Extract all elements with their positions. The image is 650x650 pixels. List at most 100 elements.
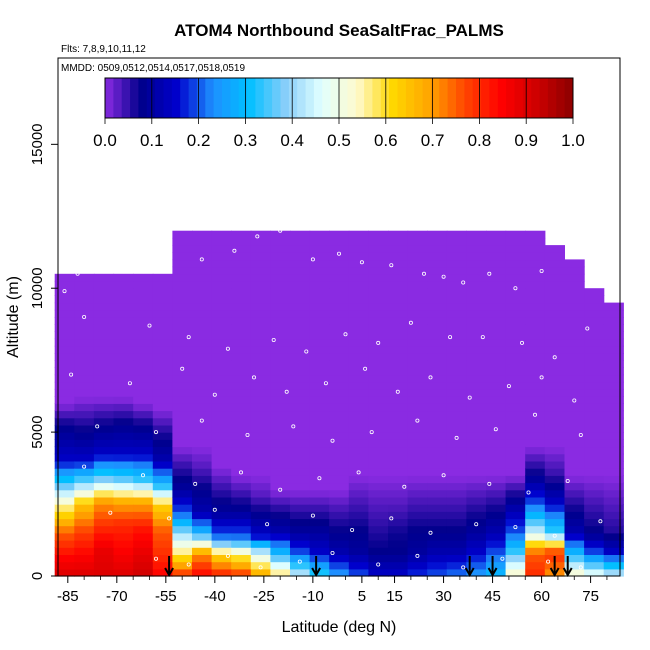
sample-point bbox=[572, 398, 577, 403]
heat-cell bbox=[584, 532, 605, 541]
heat-cell bbox=[564, 554, 585, 563]
heat-cell bbox=[388, 345, 409, 354]
heat-cell bbox=[544, 432, 565, 440]
heat-cell bbox=[544, 374, 565, 383]
heat-cell bbox=[544, 496, 565, 505]
heat-cell bbox=[603, 446, 624, 455]
heat-cell bbox=[544, 295, 565, 304]
heat-cell bbox=[486, 331, 507, 340]
heat-cell bbox=[54, 410, 75, 419]
heat-cell bbox=[407, 482, 428, 491]
sample-point bbox=[212, 507, 217, 512]
colorbar: 0.0 0.1 0.2 0.3 0.4 0.5 0.6 0.7 0.8 0.9 1.0 bbox=[93, 77, 585, 150]
heat-cell bbox=[133, 475, 154, 484]
heat-cell bbox=[290, 295, 311, 304]
sample-point bbox=[199, 257, 204, 262]
heat-cell bbox=[93, 295, 115, 304]
heat-cell bbox=[231, 417, 252, 426]
heat-cell bbox=[250, 460, 271, 469]
heat-cell bbox=[54, 468, 75, 476]
heat-cell bbox=[525, 568, 546, 577]
heat-cell bbox=[584, 482, 605, 491]
heat-cell bbox=[192, 489, 213, 498]
heat-cell bbox=[309, 525, 330, 534]
heat-cell bbox=[525, 468, 546, 476]
heat-cell bbox=[407, 532, 428, 541]
heat-cell bbox=[152, 388, 173, 397]
heat-cell bbox=[74, 511, 95, 520]
heat-cell bbox=[152, 345, 173, 354]
heat-cell bbox=[584, 345, 605, 354]
heat-cell bbox=[486, 317, 507, 325]
heat-cell bbox=[525, 403, 546, 412]
heat-cell bbox=[584, 504, 605, 512]
heat-cell bbox=[427, 374, 448, 383]
y-axis-label: Altitude (m) bbox=[5, 276, 22, 358]
heat-cell bbox=[250, 317, 271, 325]
heat-cell bbox=[113, 345, 134, 354]
heat-cell bbox=[544, 468, 565, 476]
heat-cell bbox=[172, 554, 193, 563]
heat-cell bbox=[93, 388, 115, 397]
heat-cell bbox=[309, 568, 330, 577]
heat-cell bbox=[290, 460, 311, 469]
heat-cell bbox=[133, 281, 154, 289]
heat-cell bbox=[133, 324, 154, 332]
heat-cell bbox=[407, 367, 428, 376]
heat-cell bbox=[446, 453, 467, 462]
sample-point bbox=[578, 432, 583, 437]
sample-point bbox=[513, 286, 518, 291]
heat-cell bbox=[427, 532, 448, 541]
heat-cell bbox=[348, 324, 369, 332]
heat-cell bbox=[192, 453, 213, 462]
heat-cell bbox=[133, 367, 154, 376]
heat-cell bbox=[446, 360, 467, 368]
heat-cell bbox=[427, 475, 448, 484]
heat-cell bbox=[446, 388, 467, 397]
heat-cell bbox=[113, 381, 134, 390]
heat-cell bbox=[290, 482, 311, 491]
heat-cell bbox=[152, 410, 173, 419]
heat-cell bbox=[466, 489, 487, 498]
heat-cell bbox=[446, 230, 467, 239]
heat-cell bbox=[407, 561, 428, 570]
heat-cell bbox=[211, 324, 232, 332]
heat-cell bbox=[466, 496, 487, 505]
heat-cell bbox=[368, 504, 389, 512]
heat-cell bbox=[544, 489, 565, 498]
heat-cell bbox=[93, 381, 115, 390]
heat-cell bbox=[486, 475, 507, 484]
heat-cell bbox=[584, 489, 605, 498]
heat-cell bbox=[231, 460, 252, 469]
heat-cell bbox=[270, 388, 291, 397]
heat-cell bbox=[427, 273, 448, 282]
heat-cell bbox=[368, 489, 389, 498]
heat-cell bbox=[290, 237, 311, 246]
heat-cell bbox=[192, 518, 213, 527]
sample-point bbox=[258, 565, 263, 570]
heat-cell bbox=[113, 532, 134, 541]
heat-cell bbox=[133, 353, 154, 361]
colorbar-segment bbox=[238, 78, 248, 118]
heat-cell bbox=[152, 360, 173, 368]
heat-cell bbox=[446, 532, 467, 541]
heat-cell bbox=[172, 381, 193, 390]
heat-cell bbox=[329, 273, 350, 282]
heat-cell bbox=[211, 317, 232, 325]
heat-cell bbox=[211, 518, 232, 527]
heat-cell bbox=[544, 547, 565, 555]
heat-cell bbox=[270, 302, 291, 311]
heat-cell bbox=[113, 482, 134, 491]
heat-cell bbox=[525, 475, 546, 484]
x-tick-label: 5 bbox=[358, 588, 366, 605]
heat-cell bbox=[54, 331, 75, 340]
heat-cell bbox=[172, 353, 193, 361]
heat-cell bbox=[231, 532, 252, 541]
sample-point bbox=[186, 335, 191, 340]
sample-point bbox=[199, 418, 204, 423]
heat-cell bbox=[290, 410, 311, 419]
heat-cell bbox=[348, 403, 369, 412]
heat-cell bbox=[564, 424, 585, 433]
heat-cell bbox=[348, 331, 369, 340]
heat-cell bbox=[54, 302, 75, 311]
